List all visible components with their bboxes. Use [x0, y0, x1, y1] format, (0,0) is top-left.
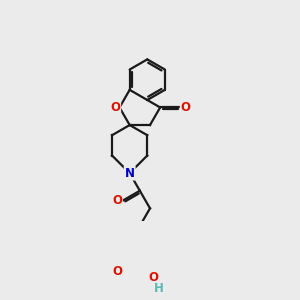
Text: O: O [149, 271, 159, 284]
Text: N: N [125, 167, 135, 180]
Text: O: O [112, 194, 122, 207]
Text: O: O [112, 265, 122, 278]
Text: H: H [154, 282, 164, 295]
Text: O: O [181, 101, 191, 114]
Text: O: O [110, 101, 120, 114]
